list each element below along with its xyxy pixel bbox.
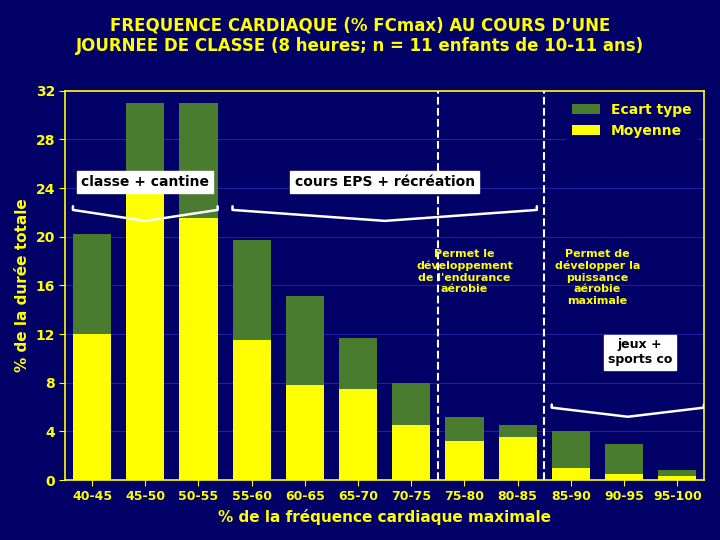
Bar xyxy=(286,385,324,480)
Bar xyxy=(179,103,217,219)
Bar xyxy=(339,389,377,480)
Bar xyxy=(552,431,590,468)
Text: classe + cantine: classe + cantine xyxy=(81,175,210,189)
Text: cours EPS + récréation: cours EPS + récréation xyxy=(294,175,474,189)
Text: Permet de
développer la
puissance
aérobie
maximale: Permet de développer la puissance aérobi… xyxy=(555,249,640,306)
Text: FREQUENCE CARDIAQUE (% FCmax) AU COURS D’UNE
JOURNEE DE CLASSE (8 heures; n = 11: FREQUENCE CARDIAQUE (% FCmax) AU COURS D… xyxy=(76,16,644,55)
Bar xyxy=(286,296,324,385)
Bar xyxy=(126,103,164,176)
Bar xyxy=(446,417,484,441)
Bar xyxy=(179,219,217,480)
Bar xyxy=(498,426,537,437)
Bar xyxy=(658,476,696,480)
Bar xyxy=(126,176,164,480)
Text: Permet le
développement
de l'endurance
aérobie: Permet le développement de l'endurance a… xyxy=(416,249,513,294)
Bar xyxy=(339,338,377,389)
Bar xyxy=(498,437,537,480)
Legend: Ecart type, Moyenne: Ecart type, Moyenne xyxy=(567,98,697,144)
Bar xyxy=(605,443,643,474)
Bar xyxy=(73,334,111,480)
Y-axis label: % de la durée totale: % de la durée totale xyxy=(15,199,30,372)
Bar xyxy=(392,426,431,480)
Bar xyxy=(392,383,431,426)
X-axis label: % de la fréquence cardiaque maximale: % de la fréquence cardiaque maximale xyxy=(218,509,552,525)
Text: jeux +
sports co: jeux + sports co xyxy=(608,338,672,366)
Bar xyxy=(446,441,484,480)
Bar xyxy=(73,234,111,334)
Bar xyxy=(552,468,590,480)
Bar xyxy=(233,240,271,340)
Bar xyxy=(605,474,643,480)
Bar xyxy=(658,470,696,476)
Bar xyxy=(233,340,271,480)
